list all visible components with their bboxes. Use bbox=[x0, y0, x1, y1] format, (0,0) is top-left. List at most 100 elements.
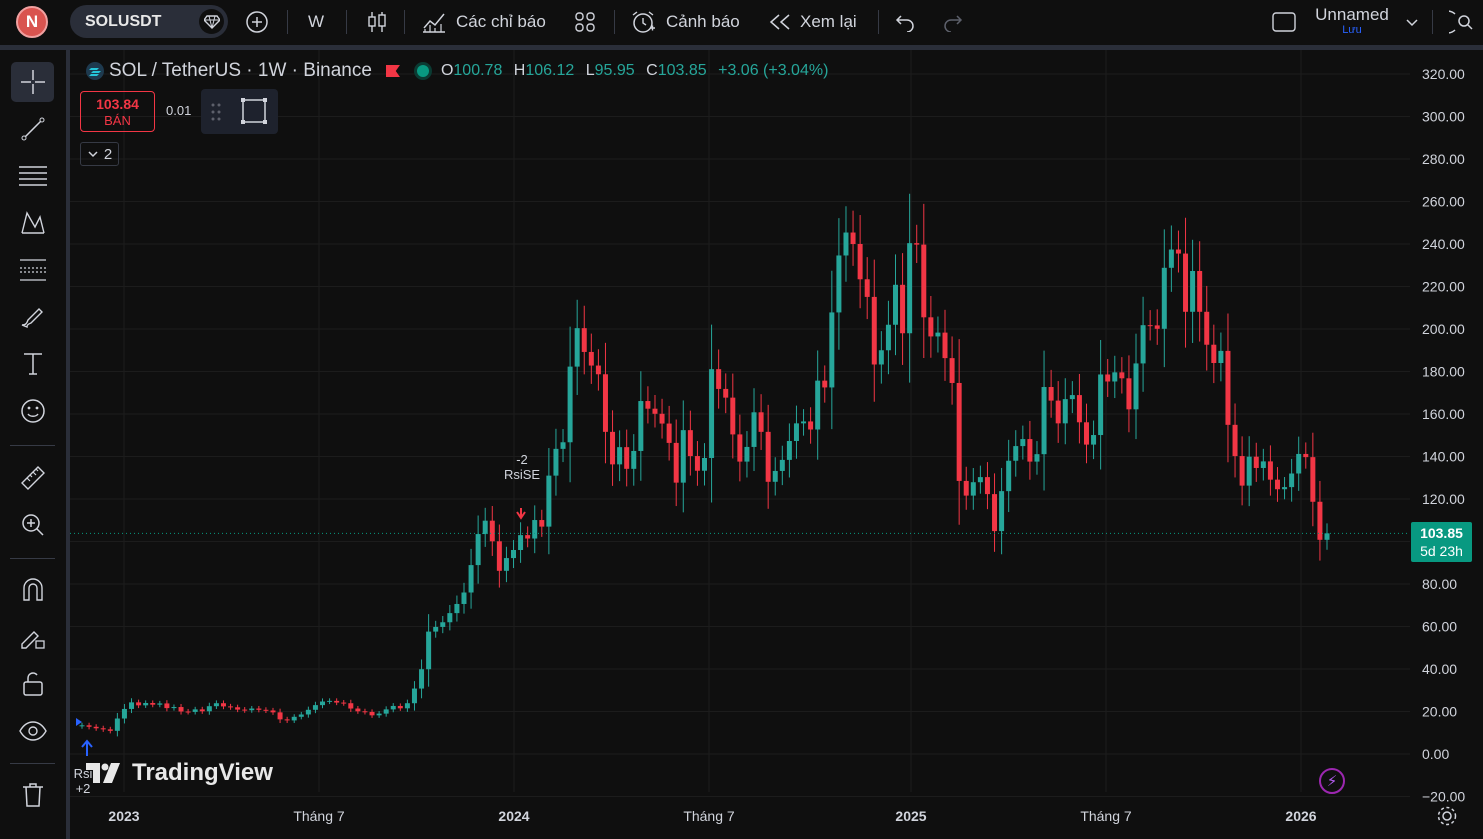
text-tool[interactable] bbox=[11, 344, 54, 384]
brush-tool[interactable] bbox=[11, 297, 54, 337]
candle-body bbox=[1204, 311, 1210, 345]
redo-button[interactable] bbox=[942, 0, 964, 44]
candle-body bbox=[1006, 460, 1012, 492]
candle-body bbox=[588, 351, 594, 366]
candle-body bbox=[93, 726, 99, 729]
delete-tool[interactable] bbox=[11, 775, 54, 815]
candle-body bbox=[546, 475, 552, 527]
candle-body bbox=[284, 719, 290, 721]
candle-body bbox=[1317, 501, 1323, 540]
gear-icon[interactable] bbox=[1436, 805, 1458, 827]
crosshair-tool[interactable] bbox=[11, 62, 54, 102]
candle-body bbox=[532, 520, 538, 539]
layout-checkbox[interactable] bbox=[1271, 0, 1297, 44]
flag-icon[interactable] bbox=[385, 65, 400, 77]
toolbar-border bbox=[66, 50, 70, 839]
candle-body bbox=[850, 232, 856, 244]
ruler-tool[interactable] bbox=[11, 458, 54, 498]
templates-button[interactable] bbox=[574, 0, 596, 44]
y-tick-label: 40.00 bbox=[1422, 661, 1457, 677]
candle-body bbox=[1239, 456, 1245, 486]
indicators-button[interactable]: Các chỉ báo bbox=[421, 0, 546, 44]
add-symbol-button[interactable] bbox=[245, 0, 269, 44]
sell-label: BÁN bbox=[104, 113, 131, 128]
layout-menu-button[interactable] bbox=[1405, 0, 1419, 44]
pencil-lock-icon bbox=[20, 631, 45, 649]
candle-body bbox=[822, 380, 828, 388]
forecast-tool[interactable] bbox=[11, 250, 54, 290]
alarm-clock-icon bbox=[632, 11, 655, 33]
interval-button[interactable]: W bbox=[308, 12, 325, 31]
projection-icon bbox=[19, 259, 46, 281]
candle-body bbox=[984, 477, 990, 495]
candle-body bbox=[397, 705, 403, 709]
candle-body bbox=[1168, 249, 1174, 268]
candle-body bbox=[907, 243, 913, 334]
candle-body bbox=[1091, 435, 1097, 445]
chart-legend: SOL / TetherUS · 1W · Binance O100.78 H1… bbox=[86, 60, 835, 82]
candle-body bbox=[249, 708, 255, 711]
undo-button[interactable] bbox=[894, 0, 916, 44]
diamond-icon[interactable] bbox=[199, 9, 224, 34]
high-value: 106.12 bbox=[525, 62, 575, 79]
fib-tool[interactable] bbox=[11, 156, 54, 196]
candle-body bbox=[1183, 253, 1189, 312]
candle-body bbox=[369, 711, 375, 716]
alerts-button[interactable]: Cảnh báo bbox=[630, 0, 740, 44]
tradingview-logo[interactable]: TradingView bbox=[86, 758, 273, 788]
y-tick-label: 240.00 bbox=[1422, 236, 1465, 252]
replay-button[interactable]: Xem lại bbox=[768, 0, 857, 44]
candle-body bbox=[935, 332, 941, 337]
candle-body bbox=[779, 459, 785, 471]
divider bbox=[614, 10, 615, 34]
y-tick-label: 20.00 bbox=[1422, 704, 1457, 720]
quick-search-button[interactable] bbox=[1449, 0, 1475, 44]
sell-button[interactable]: 103.84 BÁN bbox=[80, 91, 155, 132]
order-quantity[interactable]: 0.01 bbox=[166, 103, 192, 118]
user-avatar[interactable]: N bbox=[16, 6, 48, 38]
indicators-collapse-button[interactable]: 2 bbox=[80, 142, 119, 166]
candle-body bbox=[461, 592, 467, 604]
candle-body bbox=[150, 703, 156, 705]
pattern-tool[interactable] bbox=[11, 203, 54, 243]
candle-body bbox=[100, 728, 106, 730]
candle-body bbox=[737, 434, 743, 462]
trade-panel-handle[interactable] bbox=[201, 89, 278, 134]
trend-line-tool[interactable] bbox=[11, 109, 54, 149]
candle-body bbox=[171, 707, 177, 709]
candle-body bbox=[1147, 325, 1153, 327]
lock-tool[interactable] bbox=[11, 664, 54, 704]
emoji-tool[interactable] bbox=[11, 391, 54, 431]
candle-body bbox=[900, 284, 906, 334]
draw-mode-tool[interactable] bbox=[11, 617, 54, 657]
lightning-icon[interactable]: ⚡ bbox=[1319, 768, 1345, 794]
symbol-title[interactable]: SOL / TetherUS · 1W · Binance bbox=[109, 60, 372, 81]
candle-body bbox=[1119, 372, 1125, 379]
magnet-tool[interactable] bbox=[11, 570, 54, 610]
layout-name-button[interactable]: Unnamed Lưu bbox=[1306, 5, 1398, 36]
candle-body bbox=[567, 366, 573, 443]
chart-type-button[interactable] bbox=[366, 0, 388, 44]
header-divider bbox=[0, 45, 1483, 50]
zoom-tool[interactable] bbox=[11, 505, 54, 545]
open-value: 100.78 bbox=[453, 62, 503, 79]
sell-price: 103.84 bbox=[96, 96, 139, 112]
change-value: +3.06 (+3.04%) bbox=[718, 62, 829, 79]
candle-body bbox=[617, 447, 623, 465]
layout-name: Unnamed bbox=[1315, 5, 1389, 24]
trend-line-icon bbox=[21, 117, 44, 141]
candle-body bbox=[581, 328, 587, 352]
candle-body bbox=[1020, 439, 1026, 447]
top-toolbar: N SOLUSDT W Các chỉ báo Cảnh báo Xem lại bbox=[0, 0, 1483, 44]
candle-body bbox=[86, 725, 92, 727]
visibility-tool[interactable] bbox=[11, 711, 54, 751]
candle-body bbox=[694, 456, 700, 471]
chevron-down-icon bbox=[1406, 19, 1418, 27]
candle-body bbox=[298, 714, 304, 717]
candle-body bbox=[1034, 454, 1040, 462]
symbol-search-button[interactable]: SOLUSDT bbox=[70, 5, 228, 38]
price-chart[interactable]: 320.00300.00280.00260.00240.00220.00200.… bbox=[70, 50, 1483, 839]
candle-body bbox=[1303, 453, 1309, 458]
candle-body bbox=[312, 705, 318, 710]
candle-body bbox=[334, 700, 340, 703]
